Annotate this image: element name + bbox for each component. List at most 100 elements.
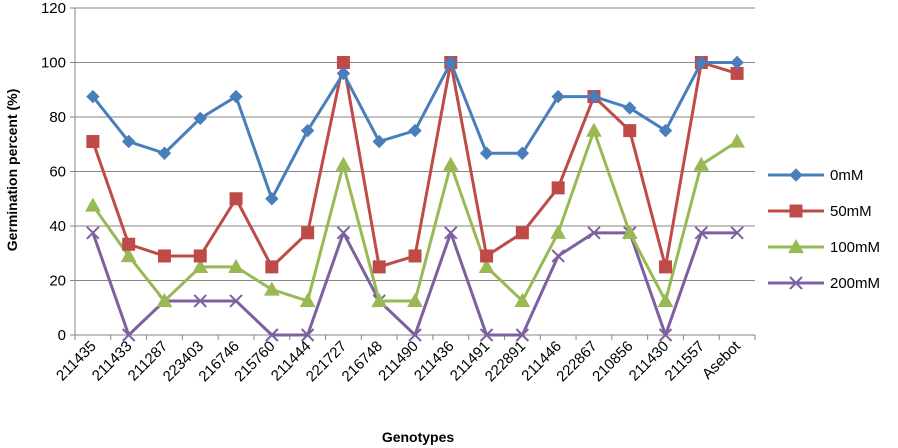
series-line (91, 129, 738, 303)
x-marker-stroke (694, 226, 709, 240)
data-point (789, 276, 803, 290)
data-point (122, 237, 136, 251)
y-tick-label: 0 (58, 327, 66, 344)
data-point (301, 226, 315, 240)
data-point (693, 156, 710, 171)
series-100mM (85, 122, 745, 308)
data-point (479, 328, 494, 342)
data-point (371, 292, 388, 308)
data-point (442, 156, 459, 171)
data-point (372, 134, 386, 149)
x-marker-stroke (587, 226, 601, 240)
data-point (788, 238, 804, 254)
x-marker-stroke (789, 276, 803, 290)
data-point (157, 146, 172, 160)
x-axis-ticks: 2114352114332112872234032167462157602114… (53, 335, 756, 385)
data-point (480, 249, 494, 263)
data-point (263, 281, 280, 296)
x-tick-label: Asebot (699, 337, 745, 383)
data-point (586, 122, 602, 137)
data-point (623, 101, 637, 115)
x-axis-title: Genotypes (382, 429, 455, 445)
data-point (623, 124, 637, 138)
data-point (408, 328, 422, 342)
data-point (587, 226, 601, 240)
x-marker-stroke (336, 226, 351, 240)
data-point (193, 294, 207, 308)
x-tick-label: 222891 (482, 338, 529, 385)
series-lines (85, 55, 745, 342)
x-marker-stroke (121, 328, 136, 342)
data-point (479, 146, 494, 160)
series-line (91, 61, 738, 269)
series-0mM (86, 55, 744, 206)
data-point (657, 292, 674, 308)
data-point (157, 249, 171, 263)
data-point (372, 260, 386, 274)
data-point (120, 247, 137, 263)
data-point (336, 226, 351, 240)
y-tick-label: 20 (49, 273, 66, 290)
x-marker-stroke (551, 249, 565, 263)
data-point (444, 226, 458, 240)
data-point (515, 328, 530, 342)
legend-item-200mM: 200mM (768, 275, 880, 292)
data-point (86, 89, 100, 104)
data-point (408, 123, 422, 138)
data-point (229, 294, 243, 308)
data-point (729, 133, 745, 148)
data-point (156, 292, 173, 308)
data-point (85, 197, 101, 212)
legend-label: 0mM (830, 167, 863, 184)
y-axis-ticks: 0 20 40 60 80 100 120 (41, 0, 75, 344)
data-point (551, 89, 565, 104)
data-point (789, 204, 803, 218)
y-tick-label: 100 (41, 55, 66, 72)
x-marker-stroke (408, 328, 422, 342)
data-point (658, 328, 673, 342)
data-point (659, 260, 673, 274)
legend-item-100mM: 100mM (768, 238, 880, 256)
data-point (193, 111, 207, 126)
series-50mM (86, 56, 744, 274)
x-marker-stroke (444, 226, 458, 240)
data-point (193, 249, 207, 263)
y-tick-label: 120 (41, 0, 66, 17)
data-point (300, 123, 315, 138)
data-point (514, 292, 531, 308)
y-tick-label: 40 (49, 218, 66, 235)
data-point (789, 168, 803, 182)
data-point (86, 135, 100, 149)
data-point (121, 134, 136, 149)
x-marker-stroke (193, 294, 207, 308)
data-point (86, 226, 100, 240)
y-tick-label: 60 (49, 164, 66, 181)
x-tick-label: 211557 (662, 338, 709, 385)
legend: 0mM 50mM 100mM 200mM (768, 167, 880, 292)
y-axis-title: Germination percent (%) (4, 89, 20, 252)
data-point (658, 123, 673, 138)
x-marker-stroke (229, 294, 243, 308)
data-point (335, 156, 352, 171)
x-marker-stroke (265, 328, 279, 342)
data-point (265, 328, 279, 342)
data-point (478, 258, 495, 273)
gridlines (75, 7, 755, 281)
data-point (265, 192, 279, 206)
x-marker-stroke (515, 328, 530, 342)
data-point (299, 292, 316, 308)
x-tick-label: 215760 (231, 338, 278, 385)
data-point (694, 55, 709, 70)
x-marker-stroke (479, 328, 494, 342)
data-point (515, 146, 530, 160)
x-marker-stroke (300, 328, 315, 342)
data-point (229, 192, 243, 206)
data-point (730, 55, 744, 70)
data-point (192, 258, 209, 273)
legend-label: 200mM (830, 275, 880, 292)
data-point (515, 226, 529, 240)
data-point (551, 181, 565, 195)
data-point (407, 292, 423, 308)
legend-item-50mM: 50mM (768, 203, 872, 220)
